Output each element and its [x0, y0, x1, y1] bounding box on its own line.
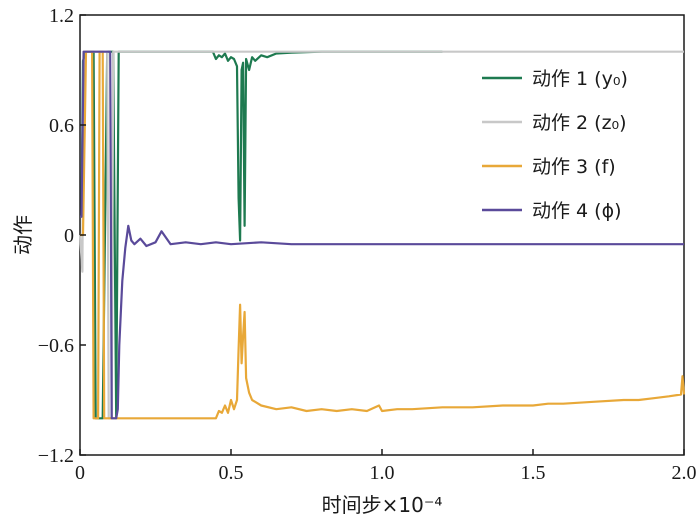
plot-lines	[78, 50, 686, 420]
x-tick-label: 0	[75, 462, 85, 484]
y-tick-label: 0	[64, 225, 74, 247]
series-line-2	[78, 50, 684, 420]
series-line-4	[80, 50, 684, 420]
y-tick-label: 1.2	[49, 5, 74, 27]
x-tick-label: 2.0	[672, 462, 697, 484]
x-axis-title: 时间步×10⁻⁴	[322, 493, 443, 517]
y-axis-ticks: −1.2 −0.6 0 0.6 1.2	[38, 5, 86, 467]
series-line-1	[80, 50, 443, 420]
y-tick-label: −1.2	[38, 445, 74, 467]
legend-label-2: 动作 2 (z₀)	[532, 112, 627, 134]
x-tick-label: 1.0	[370, 462, 395, 484]
legend-label-3: 动作 3 (f)	[532, 156, 616, 178]
y-axis-title: 动作	[11, 215, 35, 255]
legend-label-4: 动作 4 (ϕ)	[532, 200, 622, 222]
y-tick-label: 0.6	[49, 115, 74, 137]
legend: 动作 1 (y₀) 动作 2 (z₀) 动作 3 (f) 动作 4 (ϕ)	[482, 68, 628, 222]
y-tick-label: −0.6	[38, 335, 74, 357]
legend-label-1: 动作 1 (y₀)	[532, 68, 628, 90]
series-line-3	[80, 50, 686, 420]
x-axis-ticks: 0 0.5 1.0 1.5 2.0	[75, 449, 697, 484]
x-tick-label: 0.5	[219, 462, 244, 484]
x-tick-label: 1.5	[521, 462, 546, 484]
